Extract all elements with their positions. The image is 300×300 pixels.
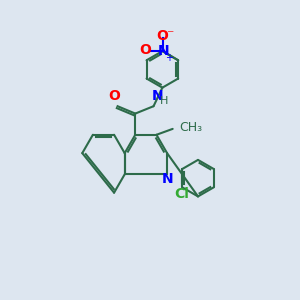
Text: N: N [158,44,169,58]
Text: +: + [165,53,173,63]
Text: H: H [160,96,168,106]
Text: O: O [139,43,151,57]
Text: ⁻: ⁻ [166,28,174,42]
Text: CH₃: CH₃ [179,121,202,134]
Text: N: N [162,172,173,186]
Text: Cl: Cl [175,187,190,201]
Text: O: O [156,29,168,43]
Text: N: N [152,89,163,103]
Text: O: O [109,89,121,103]
